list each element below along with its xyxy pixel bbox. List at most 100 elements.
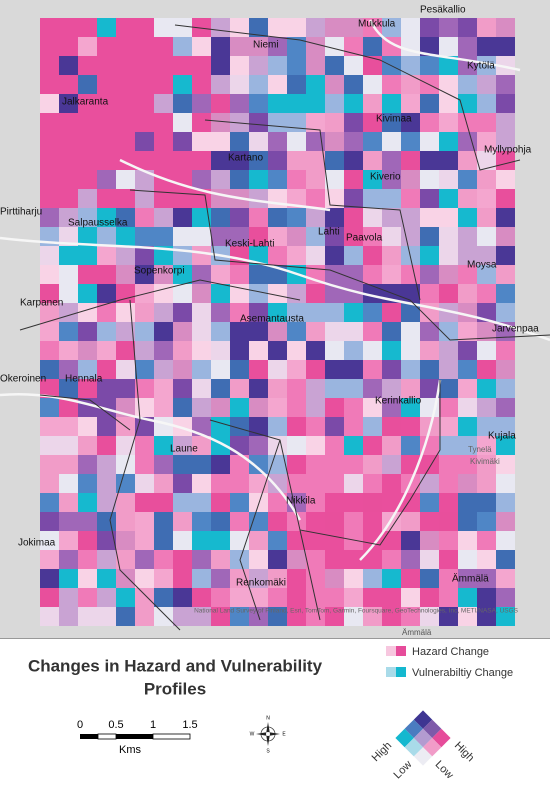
- raster-cell: [477, 550, 496, 569]
- raster-cell: [230, 455, 249, 474]
- raster-cell: [211, 550, 230, 569]
- raster-cell: [173, 512, 192, 531]
- raster-cell: [192, 607, 211, 626]
- raster-cell: [287, 94, 306, 113]
- raster-cell: [135, 474, 154, 493]
- raster-cell: [306, 113, 325, 132]
- raster-cell: [420, 37, 439, 56]
- raster-cell: [325, 360, 344, 379]
- raster-cell: [439, 94, 458, 113]
- raster-cell: [116, 493, 135, 512]
- raster-cell: [154, 322, 173, 341]
- raster-cell: [97, 512, 116, 531]
- raster-cell: [59, 455, 78, 474]
- raster-cell: [40, 322, 59, 341]
- raster-cell: [173, 474, 192, 493]
- raster-cell: [230, 474, 249, 493]
- raster-cell: [306, 607, 325, 626]
- raster-cell: [382, 18, 401, 37]
- raster-cell: [401, 341, 420, 360]
- raster-cell: [211, 56, 230, 75]
- raster-cell: [439, 18, 458, 37]
- raster-cell: [116, 512, 135, 531]
- raster-cell: [173, 18, 192, 37]
- raster-cell: [287, 132, 306, 151]
- place-label: Jalkaranta: [62, 97, 109, 108]
- raster-cell: [458, 227, 477, 246]
- raster-cell: [97, 284, 116, 303]
- raster-cell: [306, 531, 325, 550]
- place-label: Paavola: [346, 233, 383, 244]
- raster-cell: [496, 550, 515, 569]
- raster-cell: [344, 113, 363, 132]
- raster-cell: [78, 265, 97, 284]
- raster-cell: [59, 379, 78, 398]
- raster-cell: [192, 303, 211, 322]
- raster-cell: [496, 455, 515, 474]
- raster-cell: [287, 398, 306, 417]
- raster-cell: [458, 246, 477, 265]
- raster-cell: [40, 246, 59, 265]
- axis-label: Low: [392, 759, 415, 782]
- raster-cell: [116, 284, 135, 303]
- raster-cell: [116, 455, 135, 474]
- raster-cell: [135, 132, 154, 151]
- raster-cell: [249, 436, 268, 455]
- raster-cell: [78, 360, 97, 379]
- raster-cell: [363, 493, 382, 512]
- raster-cell: [496, 113, 515, 132]
- raster-cell: [78, 398, 97, 417]
- raster-cell: [249, 246, 268, 265]
- raster-cell: [154, 189, 173, 208]
- raster-cell: [439, 531, 458, 550]
- raster-cell: [154, 398, 173, 417]
- raster-cell: [458, 455, 477, 474]
- raster-cell: [97, 588, 116, 607]
- raster-cell: [249, 189, 268, 208]
- raster-cell: [78, 379, 97, 398]
- raster-cell: [173, 493, 192, 512]
- raster-cell: [154, 303, 173, 322]
- raster-cell: [306, 436, 325, 455]
- raster-cell: [230, 37, 249, 56]
- raster-cell: [268, 512, 287, 531]
- raster-cell: [97, 569, 116, 588]
- raster-cell: [268, 170, 287, 189]
- raster-cell: [97, 113, 116, 132]
- raster-cell: [287, 455, 306, 474]
- raster-cell: [382, 607, 401, 626]
- bivariate-cell: [413, 728, 433, 748]
- raster-cell: [97, 94, 116, 113]
- raster-cell: [97, 303, 116, 322]
- scale-segment: [80, 734, 98, 739]
- raster-cell: [477, 512, 496, 531]
- raster-cell: [192, 75, 211, 94]
- raster-cell: [192, 455, 211, 474]
- raster-cell: [154, 474, 173, 493]
- raster-cell: [40, 436, 59, 455]
- raster-cell: [401, 227, 420, 246]
- raster-cell: [211, 493, 230, 512]
- raster-cell: [59, 569, 78, 588]
- raster-cell: [458, 379, 477, 398]
- compass-star: [256, 722, 280, 746]
- raster-cell: [344, 607, 363, 626]
- raster-cell: [477, 322, 496, 341]
- raster-cell: [420, 512, 439, 531]
- raster-cell: [192, 265, 211, 284]
- raster-cell: [363, 303, 382, 322]
- raster-cell: [211, 151, 230, 170]
- raster-cell: [344, 227, 363, 246]
- raster-cell: [496, 474, 515, 493]
- raster-cell: [401, 189, 420, 208]
- raster-cell: [401, 550, 420, 569]
- scale-segment: [152, 733, 191, 740]
- raster-cell: [192, 436, 211, 455]
- raster-cell: [420, 151, 439, 170]
- raster-cell: [268, 37, 287, 56]
- raster-cell: [401, 56, 420, 75]
- raster-cell: [97, 398, 116, 417]
- raster-cell: [135, 227, 154, 246]
- raster-cell: [401, 569, 420, 588]
- raster-cell: [420, 113, 439, 132]
